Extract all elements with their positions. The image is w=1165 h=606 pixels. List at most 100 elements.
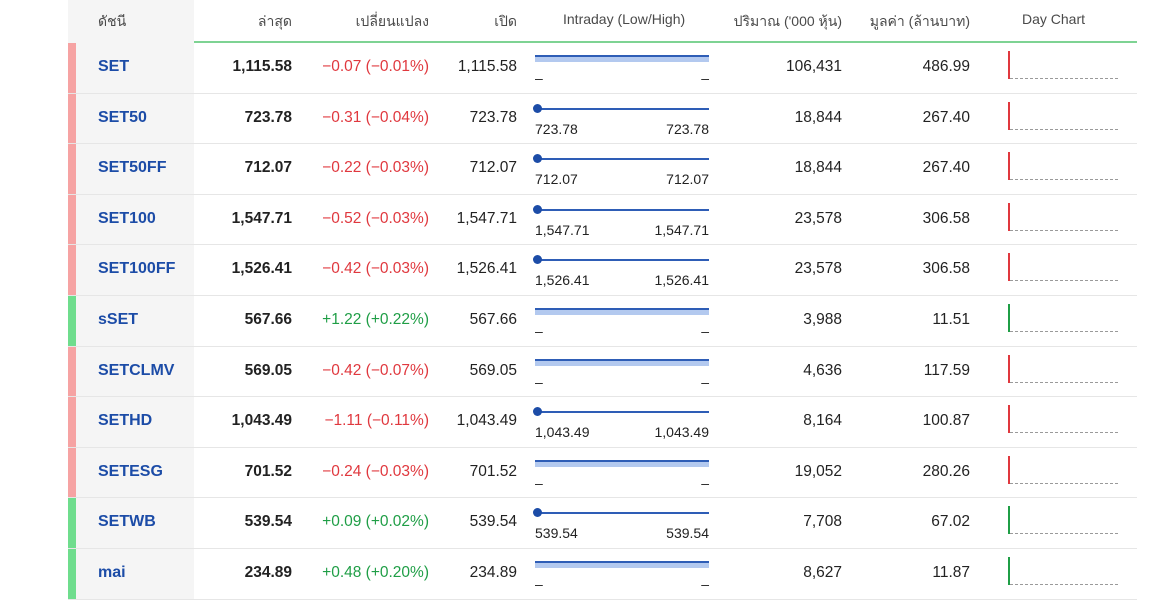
intraday-range-band bbox=[535, 459, 709, 467]
table-row[interactable]: SETHD 1,043.49 −1.11 (−0.11%) 1,043.49 1,043… bbox=[68, 397, 1137, 448]
intraday-range-band bbox=[535, 560, 709, 568]
trade-value: 306.58 bbox=[922, 260, 970, 278]
day-chart-sparkline[interactable] bbox=[1007, 201, 1119, 235]
index-symbol-link[interactable]: SETWB bbox=[98, 513, 156, 531]
trade-value: 67.02 bbox=[931, 513, 970, 531]
day-chart-tick bbox=[1008, 506, 1010, 535]
intraday-range: – – bbox=[535, 304, 709, 340]
intraday-high: 1,043.49 bbox=[654, 424, 710, 441]
trade-value: 280.26 bbox=[922, 462, 970, 480]
open-price: 567.66 bbox=[469, 310, 517, 328]
open-price: 723.78 bbox=[469, 108, 517, 126]
day-chart-sparkline[interactable] bbox=[1007, 504, 1119, 538]
header-value[interactable]: มูลค่า (ล้านบาท) bbox=[869, 13, 970, 29]
intraday-price-marker bbox=[533, 255, 542, 265]
volume: 18,844 bbox=[794, 159, 842, 177]
intraday-high: – bbox=[701, 474, 709, 491]
intraday-price-marker bbox=[533, 103, 542, 113]
symbol-cell-bg bbox=[76, 346, 194, 397]
table-row[interactable]: SET100 1,547.71 −0.52 (−0.03%) 1,547.71 1,54… bbox=[68, 194, 1137, 246]
trade-value: 486.99 bbox=[922, 58, 970, 75]
index-symbol-link[interactable]: SET50 bbox=[98, 108, 147, 126]
symbol-cell-bg bbox=[76, 397, 194, 447]
trend-indicator-bar bbox=[68, 346, 76, 397]
intraday-high: – bbox=[701, 373, 709, 390]
header-volume[interactable]: ปริมาณ ('000 หุ้น) bbox=[733, 13, 842, 29]
index-symbol-link[interactable]: sSET bbox=[98, 310, 139, 328]
day-chart-sparkline[interactable] bbox=[1007, 302, 1119, 336]
trade-value: 11.87 bbox=[932, 563, 970, 581]
intraday-range: 723.78 723.78 bbox=[533, 102, 709, 138]
symbol-cell-bg bbox=[76, 194, 194, 245]
trend-indicator-bar bbox=[68, 447, 76, 498]
intraday-low: 1,043.49 bbox=[535, 424, 590, 441]
trade-value: 117.59 bbox=[923, 361, 970, 379]
index-symbol-link[interactable]: SET bbox=[98, 58, 130, 75]
index-symbol-link[interactable]: SET100 bbox=[98, 209, 156, 227]
intraday-low: 723.78 bbox=[535, 120, 578, 137]
price-change: +0.48 (+0.20%) bbox=[322, 563, 429, 581]
header-symbol[interactable]: ดัชนี bbox=[98, 13, 127, 29]
header-intraday[interactable]: Intraday (Low/High) bbox=[563, 11, 686, 27]
intraday-high: 539.54 bbox=[666, 525, 709, 542]
day-chart-baseline bbox=[1010, 280, 1118, 282]
index-symbol-link[interactable]: SETESG bbox=[98, 462, 163, 480]
price-change: +0.09 (+0.02%) bbox=[322, 513, 429, 531]
day-chart-sparkline[interactable] bbox=[1007, 100, 1119, 134]
trade-value: 100.87 bbox=[922, 412, 970, 430]
table-row[interactable]: sSET 567.66 +1.22 (+0.22%) 567.66– –3,988 11.… bbox=[68, 295, 1137, 347]
intraday-range-line bbox=[535, 158, 709, 161]
intraday-high: 1,526.41 bbox=[654, 272, 710, 289]
intraday-range: – – bbox=[535, 557, 709, 593]
intraday-low: – bbox=[535, 373, 543, 390]
table-row[interactable]: SETCLMV 569.05 −0.42 (−0.07%) 569.05– –4,636… bbox=[68, 346, 1137, 398]
day-chart-sparkline[interactable] bbox=[1007, 555, 1119, 589]
day-chart-baseline bbox=[1010, 229, 1118, 231]
day-chart-sparkline[interactable] bbox=[1007, 403, 1119, 437]
intraday-range: 1,547.71 1,547.71 bbox=[533, 203, 709, 239]
day-chart-baseline bbox=[1010, 78, 1118, 79]
symbol-cell-bg bbox=[76, 43, 194, 93]
day-chart-baseline bbox=[1010, 330, 1118, 332]
table-row[interactable]: SETWB 539.54 +0.09 (+0.02%) 539.54 539.54 539… bbox=[68, 498, 1137, 549]
last-price: 1,526.41 bbox=[231, 260, 292, 278]
table-row[interactable]: SET100FF 1,526.41 −0.42 (−0.03%) 1,526.41 1,… bbox=[68, 245, 1137, 296]
day-chart-sparkline[interactable] bbox=[1007, 251, 1119, 285]
day-chart-tick bbox=[1008, 152, 1010, 181]
header-open[interactable]: เปิด bbox=[494, 13, 517, 29]
intraday-price-marker bbox=[533, 508, 542, 518]
trend-indicator-bar bbox=[68, 144, 76, 194]
day-chart-sparkline[interactable] bbox=[1007, 353, 1119, 387]
intraday-price-marker bbox=[533, 204, 542, 214]
day-chart-tick bbox=[1008, 455, 1010, 484]
day-chart-sparkline[interactable] bbox=[1007, 454, 1119, 488]
intraday-range-band bbox=[535, 307, 709, 315]
table-row[interactable]: SET50FF 712.07 −0.22 (−0.03%) 712.07 712.07 7… bbox=[68, 144, 1137, 195]
index-symbol-link[interactable]: SETHD bbox=[98, 412, 153, 430]
intraday-high: – bbox=[701, 322, 709, 339]
index-symbol-link[interactable]: SET100FF bbox=[98, 260, 176, 278]
header-last[interactable]: ล่าสุด bbox=[257, 13, 292, 29]
index-symbol-link[interactable]: mai bbox=[98, 563, 126, 581]
table-row[interactable]: SET50 723.78 −0.31 (−0.04%) 723.78 723.78 723… bbox=[68, 93, 1137, 145]
table-row[interactable]: SETESG 701.52 −0.24 (−0.03%) 701.52– –19,052… bbox=[68, 447, 1137, 499]
table-row[interactable]: mai 234.89 +0.48 (+0.20%) 234.89– –8,627 11.8… bbox=[68, 548, 1137, 600]
trend-indicator-bar bbox=[68, 295, 76, 346]
intraday-low: 1,526.41 bbox=[535, 272, 590, 289]
last-price: 1,043.49 bbox=[231, 412, 292, 430]
intraday-low: – bbox=[535, 474, 543, 491]
table-row[interactable]: SET 1,115.58 −0.07 (−0.01%) 1,115.58– –106,4… bbox=[68, 43, 1137, 94]
day-chart-sparkline[interactable] bbox=[1007, 150, 1119, 184]
day-chart-baseline bbox=[1010, 482, 1118, 484]
day-chart-sparkline[interactable] bbox=[1007, 49, 1119, 83]
volume: 23,578 bbox=[794, 209, 842, 227]
trade-value: 267.40 bbox=[922, 159, 970, 177]
index-symbol-link[interactable]: SETCLMV bbox=[98, 361, 175, 379]
header-change[interactable]: เปลี่ยนแปลง bbox=[355, 13, 429, 29]
price-change: −0.24 (−0.03%) bbox=[322, 462, 429, 480]
intraday-high: 723.78 bbox=[666, 120, 709, 137]
intraday-range: – – bbox=[535, 456, 709, 492]
last-price: 539.54 bbox=[244, 513, 292, 531]
price-change: −0.42 (−0.07%) bbox=[322, 361, 429, 379]
index-symbol-link[interactable]: SET50FF bbox=[98, 159, 167, 177]
